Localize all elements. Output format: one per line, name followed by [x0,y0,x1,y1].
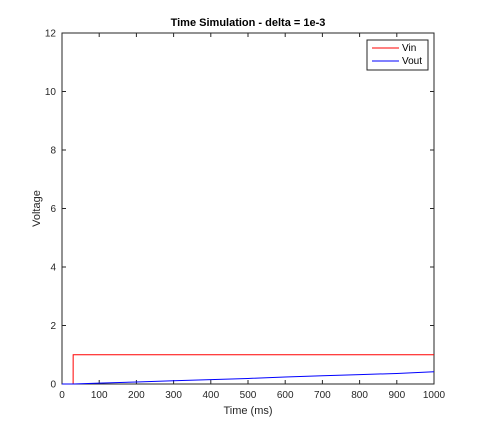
x-tick-label: 100 [91,390,108,401]
legend-vin-label: Vin [402,43,416,54]
x-tick-label: 1000 [423,390,446,401]
chart-title: Time Simulation - delta = 1e-3 [171,17,326,29]
y-axis-label: Voltage [31,190,43,227]
legend: Vin Vout [367,40,428,70]
x-tick-label: 300 [165,390,182,401]
y-tick-label: 6 [50,204,56,215]
x-axis-label: Time (ms) [223,405,272,417]
x-tick-label: 600 [277,390,294,401]
axes-box [62,33,434,384]
y-tick-label: 12 [45,29,57,40]
y-tick-label: 8 [50,146,56,157]
y-tick-label: 4 [50,263,56,274]
x-tick-label: 0 [59,390,65,401]
x-tick-label: 800 [351,390,368,401]
plot-area [62,33,434,384]
x-tick-label: 400 [202,390,219,401]
x-tick-label: 200 [128,390,145,401]
y-tick-label: 2 [50,321,56,332]
legend-vout-label: Vout [402,56,422,67]
y-tick-label: 0 [50,380,56,391]
y-tick-label: 10 [45,87,57,98]
x-tick-label: 700 [314,390,331,401]
x-tick-label: 900 [388,390,405,401]
x-tick-label: 500 [240,390,257,401]
